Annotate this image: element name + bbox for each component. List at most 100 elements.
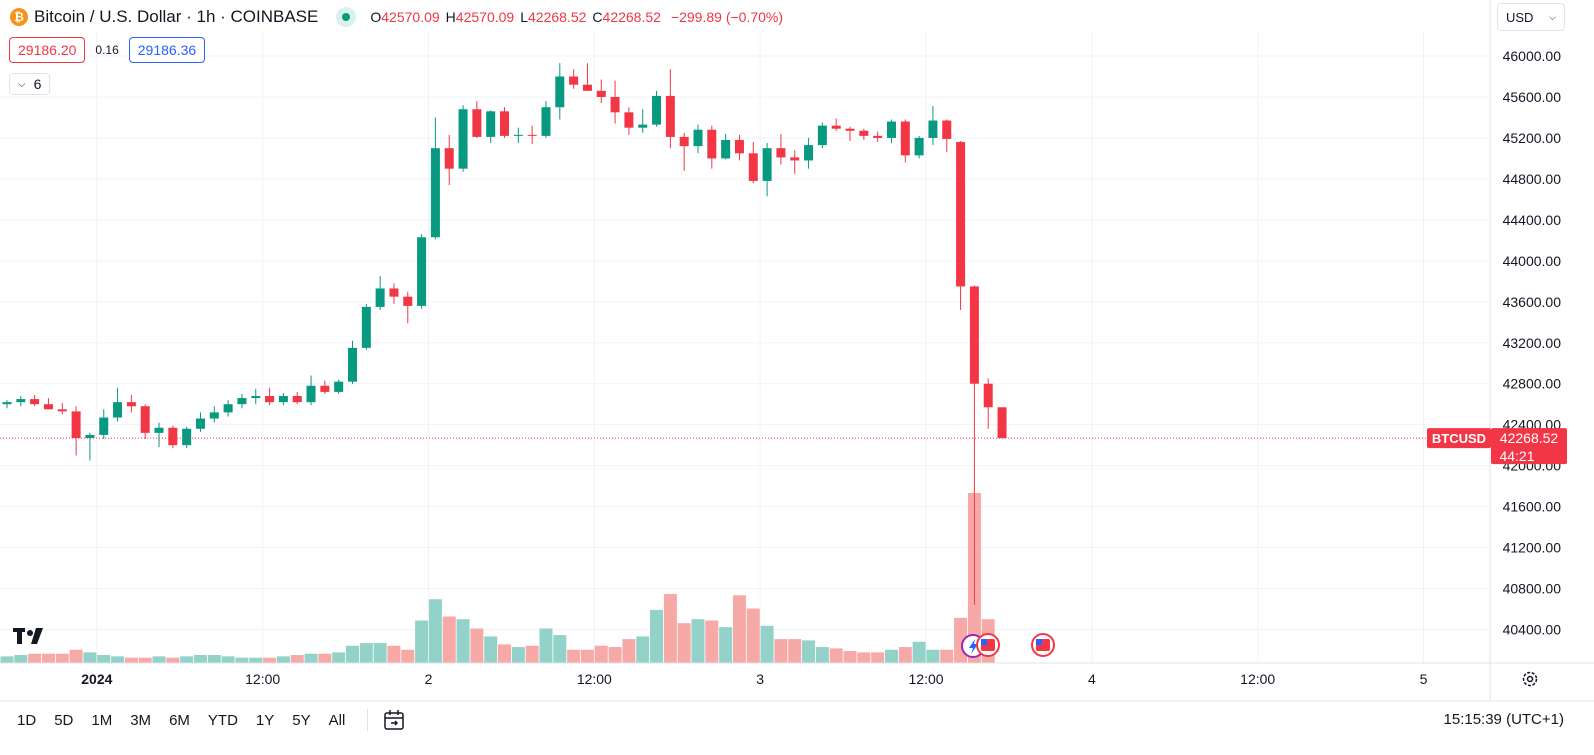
range-5y-button[interactable]: 5Y (292, 711, 311, 729)
volume-bar (898, 647, 912, 663)
volume-bar (249, 657, 263, 663)
last-price-label: 42268.52 (1500, 430, 1559, 446)
gear-icon[interactable] (1521, 670, 1539, 688)
chevron-down-icon: ⌵ (18, 78, 26, 90)
time-tick-label: 4 (1088, 671, 1096, 687)
volume-bar (235, 657, 249, 663)
candle-body (154, 427, 164, 433)
candle-body (375, 288, 385, 307)
bar-countdown: 44:21 (1499, 448, 1534, 464)
candle-body (555, 76, 565, 108)
range-1d-button[interactable]: 1D (17, 711, 37, 729)
ohlc-low: L42268.52 (520, 9, 587, 25)
volume-bars (0, 493, 995, 663)
range-3m-button[interactable]: 3M (130, 711, 152, 729)
candle-body (707, 129, 717, 159)
candle-body (886, 121, 896, 138)
volume-bar (829, 648, 843, 663)
candle-body (513, 134, 523, 136)
price-tick-label: 41600.00 (1503, 499, 1562, 515)
range-5d-button[interactable]: 5D (54, 711, 74, 729)
candle-body (610, 96, 620, 113)
candle-body (831, 125, 841, 129)
price-tick-label: 42800.00 (1503, 376, 1562, 392)
price-tick-label: 40800.00 (1503, 581, 1562, 597)
chart-grid (0, 32, 1490, 663)
ohlc-high: H42570.09 (445, 9, 515, 25)
candle-body (596, 90, 606, 97)
candle-body (624, 112, 634, 128)
candle-body (804, 145, 814, 161)
buy-button[interactable]: 29186.36 (128, 37, 206, 63)
volume-bar (802, 640, 816, 663)
volume-bar (97, 655, 111, 663)
candle-body (942, 120, 952, 139)
event-markers[interactable] (961, 633, 1055, 658)
range-toolbar: 1D 5D 1M 3M 6M YTD 1Y 5Y All (0, 703, 1594, 737)
candle-body (389, 288, 399, 297)
candle-body (195, 418, 205, 429)
range-1y-button[interactable]: 1Y (255, 711, 275, 729)
volume-bar (221, 656, 235, 663)
volume-bar (622, 639, 636, 663)
range-1m-button[interactable]: 1M (91, 711, 113, 729)
candle-body (693, 129, 703, 147)
price-tick-label: 43600.00 (1503, 294, 1562, 310)
volume-bar (456, 619, 470, 663)
range-all-button[interactable]: All (328, 711, 346, 729)
volume-bar (401, 649, 415, 663)
candle-body (126, 402, 136, 407)
volume-bar (318, 653, 332, 663)
candle-body (182, 428, 192, 446)
range-ytd-button[interactable]: YTD (207, 711, 238, 729)
tradingview-logo-icon[interactable] (12, 625, 52, 653)
volume-bar (14, 655, 28, 663)
candle-body (2, 402, 12, 405)
price-tick-label: 46000.00 (1503, 48, 1562, 64)
volume-bar (677, 623, 691, 663)
time-tick-label: 5 (1420, 671, 1428, 687)
sell-button[interactable]: 29186.20 (9, 37, 86, 63)
range-6m-button[interactable]: 6M (169, 711, 190, 729)
ohlc-open: O42570.09 (370, 9, 440, 25)
volume-bar (719, 627, 733, 663)
volume-bar (594, 645, 608, 663)
volume-bar (263, 657, 277, 663)
market-status-icon[interactable] (336, 7, 357, 27)
date-range-icon[interactable] (382, 708, 406, 732)
volume-bar (580, 649, 594, 663)
volume-bar (940, 649, 954, 663)
candle-body (113, 402, 123, 418)
time-axis[interactable]: 2024 12:00 2 12:00 3 12:00 4 12:00 5 (0, 662, 1594, 702)
currency-select[interactable]: USD ⌵ (1497, 3, 1565, 31)
volume-bar (83, 652, 97, 663)
volume-bar (332, 652, 346, 663)
price-tick-label: 44400.00 (1503, 212, 1562, 228)
candle-body (140, 406, 150, 433)
candle-body (43, 404, 53, 410)
price-axis[interactable]: 46000.00 45600.00 45200.00 44800.00 44400.00… (1489, 0, 1562, 700)
price-change: −299.89 (−0.70%) (670, 9, 784, 25)
volume-bar (774, 639, 788, 663)
volume-bar (276, 656, 290, 663)
volume-bar (290, 655, 304, 663)
volume-bar (636, 636, 650, 663)
symbol-title[interactable]: Bitcoin / U.S. Dollar · 1h · COINBASE (34, 7, 319, 26)
price-tick-label: 41200.00 (1503, 540, 1562, 556)
candle-body (845, 128, 855, 131)
time-tick-label: 3 (756, 671, 764, 687)
candle-body (873, 135, 883, 138)
volume-bar (304, 653, 318, 663)
volume-bar (138, 657, 152, 663)
candle-body (85, 434, 95, 438)
volume-bar (843, 651, 857, 663)
volume-bar (415, 620, 429, 663)
candle-body (237, 398, 247, 405)
timezone-label[interactable]: 15:15:39 (UTC+1) (1443, 711, 1564, 728)
candle-body (734, 139, 744, 154)
currency-value: USD (1506, 9, 1534, 25)
indicators-toggle[interactable]: ⌵ 6 (9, 73, 51, 95)
volume-bar (732, 595, 746, 663)
candle-body (430, 148, 440, 238)
